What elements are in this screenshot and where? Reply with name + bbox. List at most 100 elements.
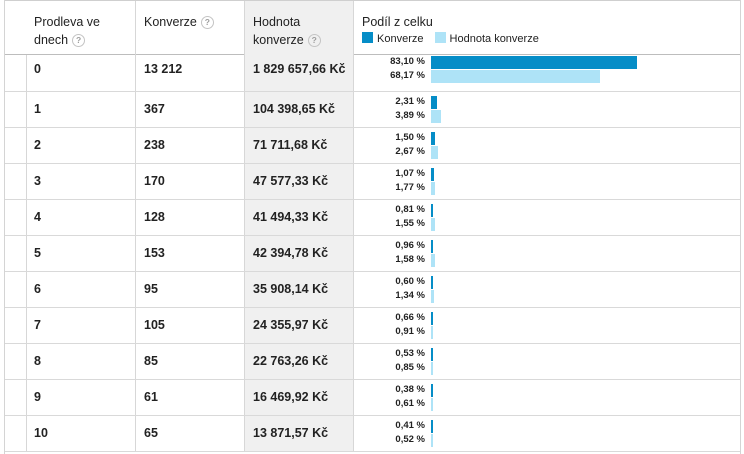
row-gutter	[5, 164, 27, 199]
table-left-border	[4, 0, 5, 454]
value-percent: 1,77 %	[395, 182, 425, 193]
row-gutter	[5, 200, 27, 235]
cell-conversions: 105	[136, 308, 245, 343]
row-gutter	[5, 92, 27, 127]
value-share-bar	[431, 290, 434, 303]
cell-conversions: 238	[136, 128, 245, 163]
row-gutter	[5, 416, 27, 451]
conversions-percent: 0,66 %	[395, 312, 425, 323]
conversions-percent: 2,31 %	[395, 96, 425, 107]
help-icon[interactable]: ?	[200, 16, 214, 29]
legend-swatch-conversion-value	[434, 32, 446, 43]
conversions-percent: 1,07 %	[395, 168, 425, 179]
conversions-percent: 83,10 %	[390, 56, 425, 67]
cell-share: 0,81 % 1,55 %	[354, 200, 740, 235]
cell-conversions: 153	[136, 236, 245, 271]
row-gutter	[5, 236, 27, 271]
conversions-share-bar	[431, 56, 637, 69]
column-header-conversion-value[interactable]: Hodnota konverze?	[245, 1, 354, 55]
value-share-bar	[431, 326, 433, 339]
conversions-share-bar	[431, 240, 433, 253]
table-row[interactable]: 2 238 71 711,68 Kč 1,50 % 2,67 %	[5, 128, 740, 164]
row-gutter	[5, 272, 27, 307]
table-row[interactable]: 1 367 104 398,65 Kč 2,31 % 3,89 %	[5, 92, 740, 128]
cell-share: 1,50 % 2,67 %	[354, 128, 740, 163]
cell-conversions: 85	[136, 344, 245, 379]
cell-conversion-value: 42 394,78 Kč	[245, 236, 354, 271]
value-share-bar	[431, 70, 600, 83]
table-row[interactable]: 10 65 13 871,57 Kč 0,41 % 0,52 %	[5, 416, 740, 452]
cell-share: 0,96 % 1,58 %	[354, 236, 740, 271]
row-gutter	[5, 380, 27, 415]
value-share-bar	[431, 398, 433, 411]
cell-conversion-value: 41 494,33 Kč	[245, 200, 354, 235]
column-header-share: Podíl z celku Konverze Hodnota konverze	[354, 1, 740, 55]
value-share-bar	[431, 434, 433, 447]
conversions-percent: 0,96 %	[395, 240, 425, 251]
column-header-delay[interactable]: Prodleva ve dnech?	[27, 1, 136, 55]
conversions-share-bar	[431, 276, 433, 289]
table-row[interactable]: 7 105 24 355,97 Kč 0,66 % 0,91 %	[5, 308, 740, 344]
row-gutter	[5, 344, 27, 379]
cell-delay-days: 7	[27, 308, 136, 343]
legend-label-conversions: Konverze	[377, 33, 424, 45]
help-icon[interactable]: ?	[307, 34, 321, 47]
value-percent: 0,61 %	[395, 398, 425, 409]
table-row[interactable]: 6 95 35 908,14 Kč 0,60 % 1,34 %	[5, 272, 740, 308]
table-row[interactable]: 8 85 22 763,26 Kč 0,53 % 0,85 %	[5, 344, 740, 380]
cell-conversions: 367	[136, 92, 245, 127]
cell-conversions: 128	[136, 200, 245, 235]
legend-swatch-conversions	[362, 32, 373, 43]
cell-share: 0,38 % 0,61 %	[354, 380, 740, 415]
cell-conversion-value: 22 763,26 Kč	[245, 344, 354, 379]
table-row[interactable]: 0 13 212 1 829 657,66 Kč 83,10 % 68,17 %	[5, 55, 740, 92]
value-percent: 1,34 %	[395, 290, 425, 301]
table-row[interactable]: 9 61 16 469,92 Kč 0,38 % 0,61 %	[5, 380, 740, 416]
cell-delay-days: 10	[27, 416, 136, 451]
conversions-share-bar	[431, 168, 434, 181]
conversions-percent: 0,41 %	[395, 420, 425, 431]
cell-conversions: 170	[136, 164, 245, 199]
cell-conversion-value: 35 908,14 Kč	[245, 272, 354, 307]
cell-share: 1,07 % 1,77 %	[354, 164, 740, 199]
value-percent: 1,58 %	[395, 254, 425, 265]
conversions-percent: 0,81 %	[395, 204, 425, 215]
cell-delay-days: 1	[27, 92, 136, 127]
column-header-conversion-value-label: Hodnota konverze	[253, 15, 304, 47]
conversions-share-bar	[431, 96, 437, 109]
value-share-bar	[431, 146, 438, 159]
legend-label-conversion-value: Hodnota konverze	[449, 33, 539, 45]
cell-delay-days: 9	[27, 380, 136, 415]
legend-item-conversions: Konverze	[362, 32, 423, 46]
cell-conversion-value: 104 398,65 Kč	[245, 92, 354, 127]
table-row[interactable]: 3 170 47 577,33 Kč 1,07 % 1,77 %	[5, 164, 740, 200]
cell-share: 0,41 % 0,52 %	[354, 416, 740, 451]
table-right-border	[740, 0, 741, 454]
value-share-bar	[431, 362, 433, 375]
cell-delay-days: 4	[27, 200, 136, 235]
cell-conversion-value: 24 355,97 Kč	[245, 308, 354, 343]
conversions-share-bar	[431, 420, 433, 433]
cell-share: 83,10 % 68,17 %	[354, 55, 740, 91]
row-gutter	[5, 128, 27, 163]
conversions-share-bar	[431, 348, 433, 361]
cell-delay-days: 3	[27, 164, 136, 199]
column-header-conversions[interactable]: Konverze?	[136, 1, 245, 55]
value-percent: 3,89 %	[395, 110, 425, 121]
conversions-share-bar	[431, 384, 433, 397]
cell-conversion-value: 1 829 657,66 Kč	[245, 55, 354, 91]
value-percent: 2,67 %	[395, 146, 425, 157]
value-share-bar	[431, 110, 441, 123]
table-row[interactable]: 5 153 42 394,78 Kč 0,96 % 1,58 %	[5, 236, 740, 272]
cell-conversion-value: 47 577,33 Kč	[245, 164, 354, 199]
cell-delay-days: 5	[27, 236, 136, 271]
conversions-percent: 0,53 %	[395, 348, 425, 359]
help-icon[interactable]: ?	[72, 34, 86, 47]
table-row[interactable]: 4 128 41 494,33 Kč 0,81 % 1,55 %	[5, 200, 740, 236]
cell-conversion-value: 16 469,92 Kč	[245, 380, 354, 415]
cell-share: 0,53 % 0,85 %	[354, 344, 740, 379]
conversions-share-bar	[431, 312, 433, 325]
table-header: Prodleva ve dnech? Konverze? Hodnota kon…	[5, 0, 740, 55]
cell-conversion-value: 13 871,57 Kč	[245, 416, 354, 451]
